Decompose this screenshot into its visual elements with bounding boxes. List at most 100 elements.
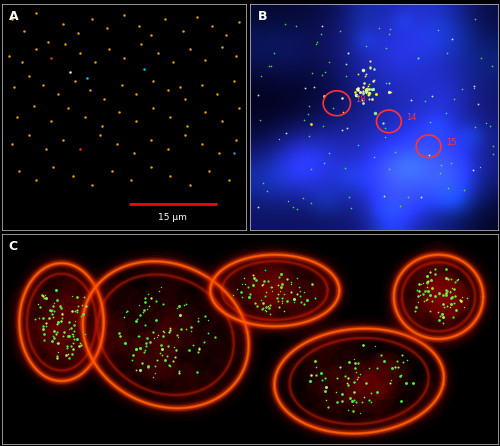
Point: [349, 377, 357, 384]
Point: [52, 360, 60, 367]
Point: [124, 380, 132, 387]
Point: [121, 354, 129, 361]
Point: [202, 354, 210, 361]
Point: [42, 334, 50, 341]
Point: [386, 374, 394, 381]
Point: [114, 300, 122, 307]
Point: [434, 310, 442, 317]
Point: [382, 372, 390, 379]
Point: [222, 289, 230, 296]
Point: [438, 274, 446, 281]
Point: [72, 344, 80, 351]
Point: [60, 311, 68, 318]
Point: [146, 347, 154, 354]
Point: [38, 331, 46, 338]
Point: [362, 389, 370, 396]
Point: [108, 297, 116, 304]
Point: [384, 376, 392, 383]
Point: [30, 333, 38, 340]
Point: [442, 327, 450, 334]
Point: [272, 282, 280, 289]
Point: [440, 283, 448, 290]
Point: [436, 273, 444, 280]
Point: [371, 376, 379, 384]
Point: [302, 377, 310, 384]
Point: [43, 275, 51, 282]
Point: [455, 293, 463, 300]
Point: [58, 332, 66, 339]
Point: [398, 353, 406, 360]
Point: [338, 399, 345, 406]
Point: [336, 389, 344, 396]
Point: [36, 325, 44, 332]
Point: [153, 356, 161, 363]
Point: [346, 390, 354, 397]
Point: [437, 295, 445, 302]
Point: [337, 380, 345, 388]
Point: [426, 263, 434, 270]
Point: [363, 394, 371, 401]
Point: [454, 312, 462, 319]
Point: [416, 285, 424, 292]
Point: [418, 315, 426, 322]
Point: [68, 341, 76, 348]
Point: [318, 346, 326, 353]
Point: [264, 293, 272, 301]
Point: [267, 288, 275, 295]
Point: [192, 343, 200, 351]
Point: [162, 268, 170, 276]
Point: [401, 312, 409, 319]
Point: [50, 281, 58, 288]
Point: [60, 326, 68, 333]
Point: [310, 268, 318, 276]
Point: [431, 293, 439, 301]
Point: [418, 270, 426, 277]
Point: [448, 279, 456, 286]
Point: [308, 303, 316, 310]
Point: [170, 289, 178, 296]
Point: [64, 313, 72, 320]
Point: [443, 294, 451, 301]
Point: [388, 411, 396, 418]
Point: [428, 302, 436, 309]
Point: [404, 278, 412, 285]
Point: [428, 281, 436, 289]
Point: [446, 290, 454, 297]
Point: [398, 414, 406, 421]
Point: [59, 312, 67, 319]
Point: [229, 281, 237, 288]
Point: [414, 293, 422, 301]
Point: [272, 268, 280, 275]
Point: [58, 339, 66, 346]
Point: [138, 298, 146, 305]
Point: [37, 339, 45, 347]
Point: [286, 310, 294, 318]
Point: [328, 285, 336, 292]
Point: [290, 358, 298, 365]
Point: [294, 303, 302, 310]
Point: [60, 291, 68, 298]
Point: [198, 380, 206, 387]
Point: [428, 303, 436, 310]
Point: [306, 299, 314, 306]
Text: 14: 14: [406, 113, 416, 123]
Point: [451, 293, 459, 301]
Point: [373, 373, 381, 380]
Point: [446, 294, 454, 301]
Text: A: A: [10, 10, 19, 23]
Point: [449, 301, 457, 308]
Point: [320, 360, 328, 368]
Point: [77, 338, 85, 345]
Point: [330, 387, 338, 394]
Point: [87, 313, 95, 320]
Point: [135, 334, 143, 341]
Point: [22, 304, 30, 311]
Point: [253, 289, 261, 296]
Point: [384, 359, 392, 366]
Point: [472, 300, 480, 307]
Point: [184, 354, 192, 361]
Point: [320, 338, 328, 345]
Point: [82, 308, 90, 315]
Point: [127, 321, 135, 328]
Point: [166, 376, 174, 383]
